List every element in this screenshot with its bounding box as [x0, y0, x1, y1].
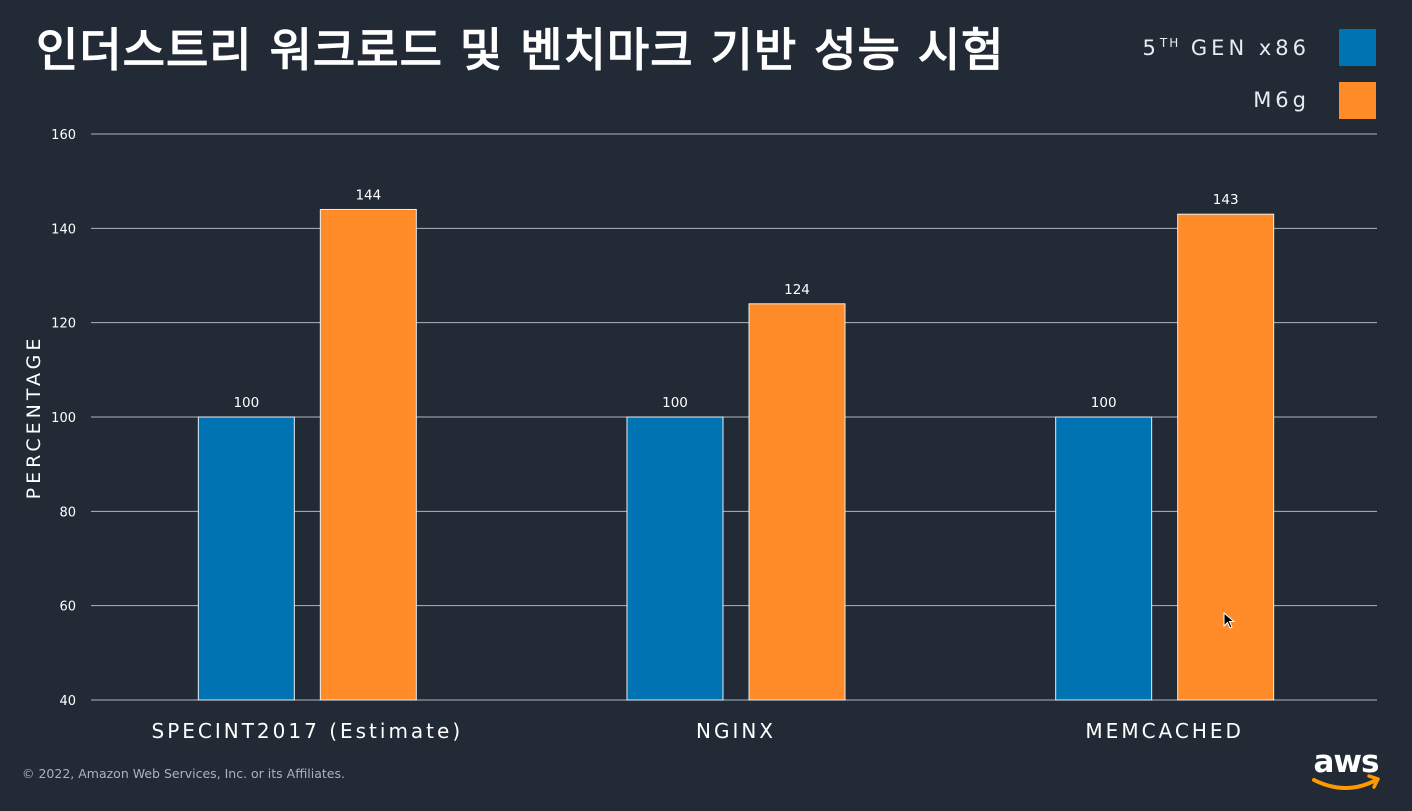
- y-tick-label: 160: [51, 128, 76, 143]
- legend-x86-base: 5: [1142, 36, 1160, 60]
- legend-swatch-m6g: [1339, 82, 1376, 119]
- y-tick-label: 100: [51, 411, 76, 426]
- legend-m6g-base: M6g: [1253, 88, 1310, 112]
- legend-swatch-x86: [1339, 29, 1376, 66]
- svg-text:aws: aws: [1313, 744, 1378, 780]
- data-label: 144: [355, 187, 381, 203]
- data-label: 100: [1091, 395, 1117, 411]
- x-category-label: NGINX: [696, 719, 776, 743]
- bar: [319, 208, 417, 701]
- bar: [626, 416, 724, 701]
- x-category-label: SPECINT2017 (Estimate): [152, 719, 464, 743]
- y-axis-title: PERCENTAGE: [23, 335, 45, 500]
- data-label: 143: [1213, 192, 1239, 208]
- copyright-footer: © 2022, Amazon Web Services, Inc. or its…: [22, 766, 345, 781]
- legend-x86-rest: GEN x86: [1180, 36, 1310, 60]
- y-tick-label: 120: [51, 317, 76, 332]
- aws-logo-icon: aws: [1312, 744, 1380, 790]
- mouse-cursor-icon: [1223, 612, 1236, 629]
- y-tick-label: 40: [59, 694, 76, 709]
- y-tick-label: 140: [51, 222, 76, 237]
- y-tick-label: 80: [59, 505, 76, 520]
- x-category-label: MEMCACHED: [1085, 719, 1243, 743]
- bar: [197, 416, 295, 701]
- page-title: 인더스트리 워크로드 및 벤치마크 기반 성능 시험: [36, 23, 1005, 77]
- data-label: 100: [233, 395, 259, 411]
- legend-x86-sup: TH: [1159, 36, 1181, 50]
- y-tick-label: 60: [59, 600, 76, 615]
- legend-label-m6g: M6g: [1253, 88, 1310, 112]
- data-label: 100: [662, 395, 688, 411]
- bar: [748, 303, 846, 701]
- legend-label-x86: 5TH GEN x86: [1143, 36, 1311, 60]
- data-label: 124: [784, 282, 810, 298]
- bar: [1055, 416, 1153, 701]
